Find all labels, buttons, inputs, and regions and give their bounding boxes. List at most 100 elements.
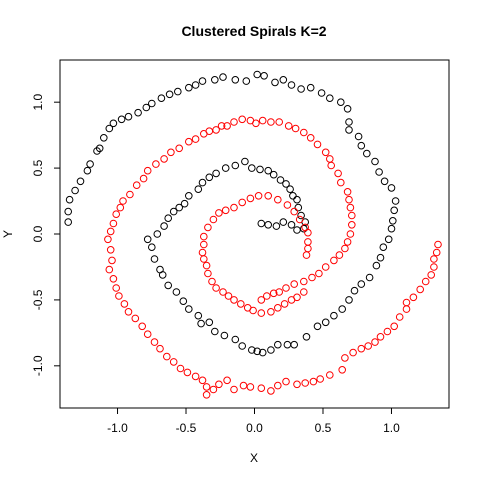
- data-point: [302, 251, 311, 259]
- data-point: [365, 273, 374, 282]
- data-point: [321, 148, 330, 157]
- data-point: [231, 76, 240, 84]
- data-point: [243, 304, 252, 312]
- data-point: [321, 263, 330, 271]
- data-point: [109, 119, 118, 128]
- data-point: [375, 168, 383, 176]
- data-point: [304, 228, 312, 237]
- data-point: [217, 122, 226, 130]
- data-point: [126, 190, 134, 199]
- data-point: [279, 76, 288, 84]
- data-point: [237, 300, 245, 308]
- data-point: [290, 280, 299, 288]
- data-point: [297, 211, 305, 220]
- data-point: [208, 277, 216, 286]
- data-point: [157, 94, 166, 102]
- data-point: [357, 344, 366, 353]
- data-point: [71, 186, 79, 195]
- data-point: [354, 132, 363, 141]
- data-point: [326, 371, 334, 379]
- data-point: [280, 300, 289, 308]
- data-point: [185, 192, 193, 200]
- data-point: [284, 122, 293, 130]
- data-point: [263, 292, 271, 300]
- series-1-points: [64, 70, 400, 357]
- data-point: [142, 103, 151, 112]
- data-point: [326, 155, 334, 163]
- data-point: [300, 128, 308, 137]
- data-point: [282, 377, 290, 386]
- data-point: [264, 166, 273, 175]
- data-point: [202, 383, 211, 391]
- data-point: [248, 164, 256, 172]
- data-point: [253, 347, 262, 356]
- data-point: [124, 112, 133, 121]
- data-point: [175, 144, 183, 153]
- data-point: [357, 141, 366, 150]
- data-point: [390, 206, 399, 215]
- data-point: [112, 284, 120, 292]
- data-point: [109, 219, 118, 228]
- data-point: [169, 358, 178, 366]
- data-point: [302, 333, 311, 341]
- data-point: [191, 135, 200, 143]
- data-point: [148, 243, 156, 251]
- data-point: [164, 214, 172, 222]
- data-point: [346, 203, 355, 212]
- data-point: [290, 207, 299, 216]
- data-point: [64, 207, 72, 216]
- data-point: [212, 169, 220, 178]
- x-tick-label: 0.0: [246, 421, 263, 435]
- data-point: [246, 383, 255, 391]
- data-point: [198, 77, 207, 85]
- data-point: [279, 218, 288, 226]
- data-point: [313, 140, 322, 149]
- data-point: [112, 210, 120, 218]
- data-point: [202, 391, 211, 399]
- data-point: [260, 72, 268, 80]
- data-point: [153, 230, 162, 238]
- data-point: [338, 305, 347, 313]
- data-point: [306, 134, 315, 142]
- data-point: [198, 376, 207, 385]
- data-point: [293, 226, 301, 234]
- x-tick-label: -1.0: [107, 421, 128, 435]
- data-point: [65, 195, 74, 204]
- data-point: [239, 381, 248, 390]
- data-point: [152, 160, 160, 168]
- data-point: [143, 330, 152, 339]
- data-point: [200, 130, 208, 138]
- data-point: [248, 346, 256, 354]
- data-point: [286, 185, 294, 193]
- data-point: [267, 118, 275, 126]
- data-point: [104, 235, 112, 244]
- data-point: [395, 313, 404, 321]
- data-point: [264, 221, 273, 229]
- data-point: [384, 235, 393, 244]
- data-point: [160, 155, 168, 163]
- data-point: [95, 144, 104, 153]
- x-axis: -1.0 -0.5 0.0 0.5 1.0: [107, 407, 400, 435]
- data-point: [271, 78, 279, 87]
- data-point: [372, 261, 381, 270]
- data-point: [306, 83, 315, 92]
- data-point: [313, 322, 322, 331]
- data-point: [230, 118, 238, 126]
- data-point: [430, 255, 438, 263]
- data-point: [269, 170, 278, 179]
- data-point: [300, 288, 308, 296]
- data-point: [283, 201, 292, 209]
- data-point: [293, 380, 301, 389]
- data-point: [242, 77, 251, 85]
- chart-title: Clustered Spirals K=2: [181, 23, 326, 39]
- y-tick-label: 1.0: [31, 94, 45, 111]
- data-point: [238, 198, 246, 207]
- data-point: [376, 333, 385, 341]
- data-point: [139, 174, 148, 183]
- data-point: [308, 273, 316, 282]
- data-point: [267, 387, 275, 395]
- data-point: [230, 385, 238, 394]
- data-point: [432, 248, 441, 257]
- data-point: [253, 70, 262, 79]
